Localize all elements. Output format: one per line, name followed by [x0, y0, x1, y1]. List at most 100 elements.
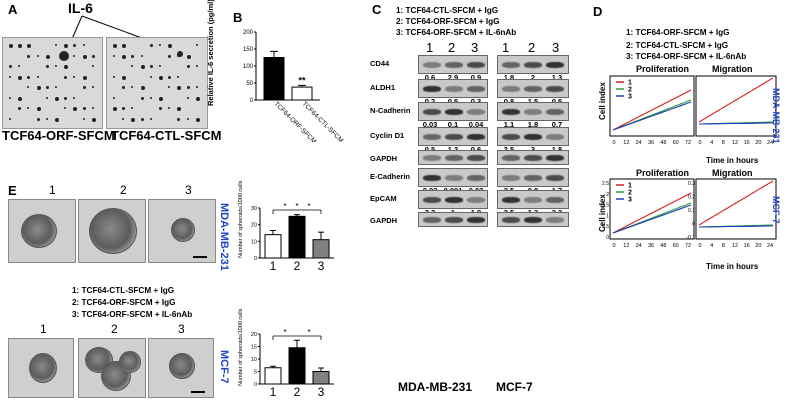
- e-ytick-label: 15: [251, 345, 257, 351]
- blot-band: [502, 133, 520, 140]
- ci-ytick-label: 0: [692, 222, 695, 228]
- blot-strip: [497, 102, 569, 121]
- array-spot: [82, 86, 86, 89]
- ci-xtick-label: 16: [744, 140, 750, 146]
- array-spot: [18, 44, 23, 48]
- blot-row-label: GAPDH: [370, 154, 398, 163]
- array-spot: [131, 65, 134, 67]
- spheroid-image-mcf7-1: [8, 338, 74, 398]
- e-category-label: 2: [294, 385, 301, 399]
- ci-xtick-label: 12: [732, 140, 738, 146]
- il6-secretion-ylabel: Relative IL-6 secretion (pg/ml): [206, 0, 215, 106]
- cell-line-label-mda-e: MDA-MB-231: [218, 203, 230, 271]
- array-spot: [27, 107, 30, 109]
- array-spot: [9, 117, 11, 120]
- ci-legend-label: 1: [628, 183, 632, 190]
- panel-e-legend-1: 1: TCF64-CTL-SFCM + IgG: [72, 286, 175, 295]
- ci-xtick-label: 0: [698, 243, 701, 249]
- blot-band: [445, 133, 463, 140]
- ci-xtick-label: 24: [636, 140, 642, 146]
- e-bar-0: [264, 367, 282, 385]
- array-spot: [149, 117, 152, 120]
- array-spot: [91, 107, 94, 109]
- ci-xtick-label: 24: [636, 243, 642, 249]
- ci-legend-label: 3: [628, 94, 632, 101]
- array-spot: [64, 96, 68, 100]
- blot-band: [524, 108, 542, 115]
- e-significance: *: [295, 202, 298, 211]
- blot-band: [546, 61, 564, 68]
- blot-strip: [418, 168, 488, 187]
- blot-quant-value: 0.5: [545, 97, 569, 106]
- ci-xtick-label: 20: [755, 243, 761, 249]
- blot-band: [467, 133, 485, 140]
- array-spot: [64, 107, 67, 109]
- blot-quant-value: 0.03: [422, 120, 438, 129]
- e-bar-1: [288, 215, 306, 259]
- array-spot: [195, 96, 200, 101]
- cell-line-label-mcf7-d: MCF-7: [771, 196, 781, 224]
- il6-spot: [177, 51, 183, 57]
- blot-band: [423, 174, 441, 181]
- array-spot: [122, 107, 126, 110]
- ci-xtick-label: 60: [673, 140, 679, 146]
- blot-band: [524, 216, 542, 223]
- ci-ytick-label: 0.1: [688, 208, 695, 214]
- blot-row-label: E-Cadherin: [370, 172, 411, 181]
- blot-quant-value: 3: [521, 145, 545, 154]
- blot-strip: [418, 212, 488, 227]
- blot-row-label: ALDH1: [370, 83, 396, 92]
- e-category-label: 1: [270, 259, 277, 273]
- array-spot: [9, 75, 11, 78]
- array-spot: [91, 117, 96, 122]
- panel-c-legend-1: 1: TCF64-CTL-SFCM + IgG: [396, 6, 499, 15]
- ci-ytick-label: 0.5: [602, 224, 609, 230]
- blot-band: [445, 154, 463, 161]
- ci-series-line: [612, 89, 692, 131]
- blot-band: [502, 216, 520, 223]
- ci-plot-box: [695, 178, 777, 240]
- panel-d-label: D: [593, 4, 603, 19]
- array-spot: [168, 75, 172, 79]
- e-ytick-label: 5: [254, 370, 257, 376]
- array-spot: [82, 107, 86, 110]
- panel-e-label: E: [8, 183, 17, 198]
- e-ytick-label: 0: [254, 382, 257, 388]
- blot-band: [467, 216, 485, 223]
- ci-xtick-label: 4: [710, 140, 713, 146]
- ci-ytick-label: 0.2: [688, 195, 695, 201]
- blot-row-label: GAPDH: [370, 216, 398, 225]
- array-spot: [113, 96, 115, 99]
- array-spot: [82, 117, 85, 120]
- array-spot: [195, 44, 198, 46]
- array-spot: [9, 44, 13, 48]
- ci-legend-label: 2: [628, 87, 632, 94]
- array-spot: [177, 117, 181, 121]
- blot-lane-number: 1: [426, 40, 434, 55]
- blot-band: [546, 108, 564, 115]
- blot-band: [423, 85, 441, 92]
- e-significance: *: [283, 328, 286, 337]
- blot-strip: [497, 150, 569, 165]
- array-spot: [73, 96, 76, 99]
- blot-quant-value: 0.04: [468, 120, 484, 129]
- array-spot: [149, 44, 153, 47]
- prolif-title-mcf7: Proliferation: [636, 168, 690, 178]
- blot-strip: [418, 55, 488, 74]
- array-spot: [91, 65, 94, 67]
- array-spot: [45, 54, 50, 59]
- ci-xtick-label: 12: [623, 243, 629, 249]
- blot-band: [423, 196, 441, 203]
- panel-d-legend-1: 1: TCF64-ORF-SFCM + IgG: [626, 28, 730, 37]
- array-spot: [73, 44, 77, 47]
- array-spot: [149, 75, 152, 78]
- array-spot: [73, 107, 78, 111]
- il6-spot: [59, 51, 69, 61]
- spheroid-ylabel-mda: Number of spheroids/1000 cells: [238, 180, 244, 258]
- array-spot: [131, 107, 134, 109]
- array-spot: [168, 54, 172, 58]
- time-xlabel-mcf7: Time in hours: [706, 262, 759, 271]
- blot-row-label: CD44: [370, 59, 390, 68]
- panel-c-legend-3: 3: TCF64-ORF-SFCM + IL-6nAb: [396, 28, 517, 37]
- array-spot: [27, 44, 32, 48]
